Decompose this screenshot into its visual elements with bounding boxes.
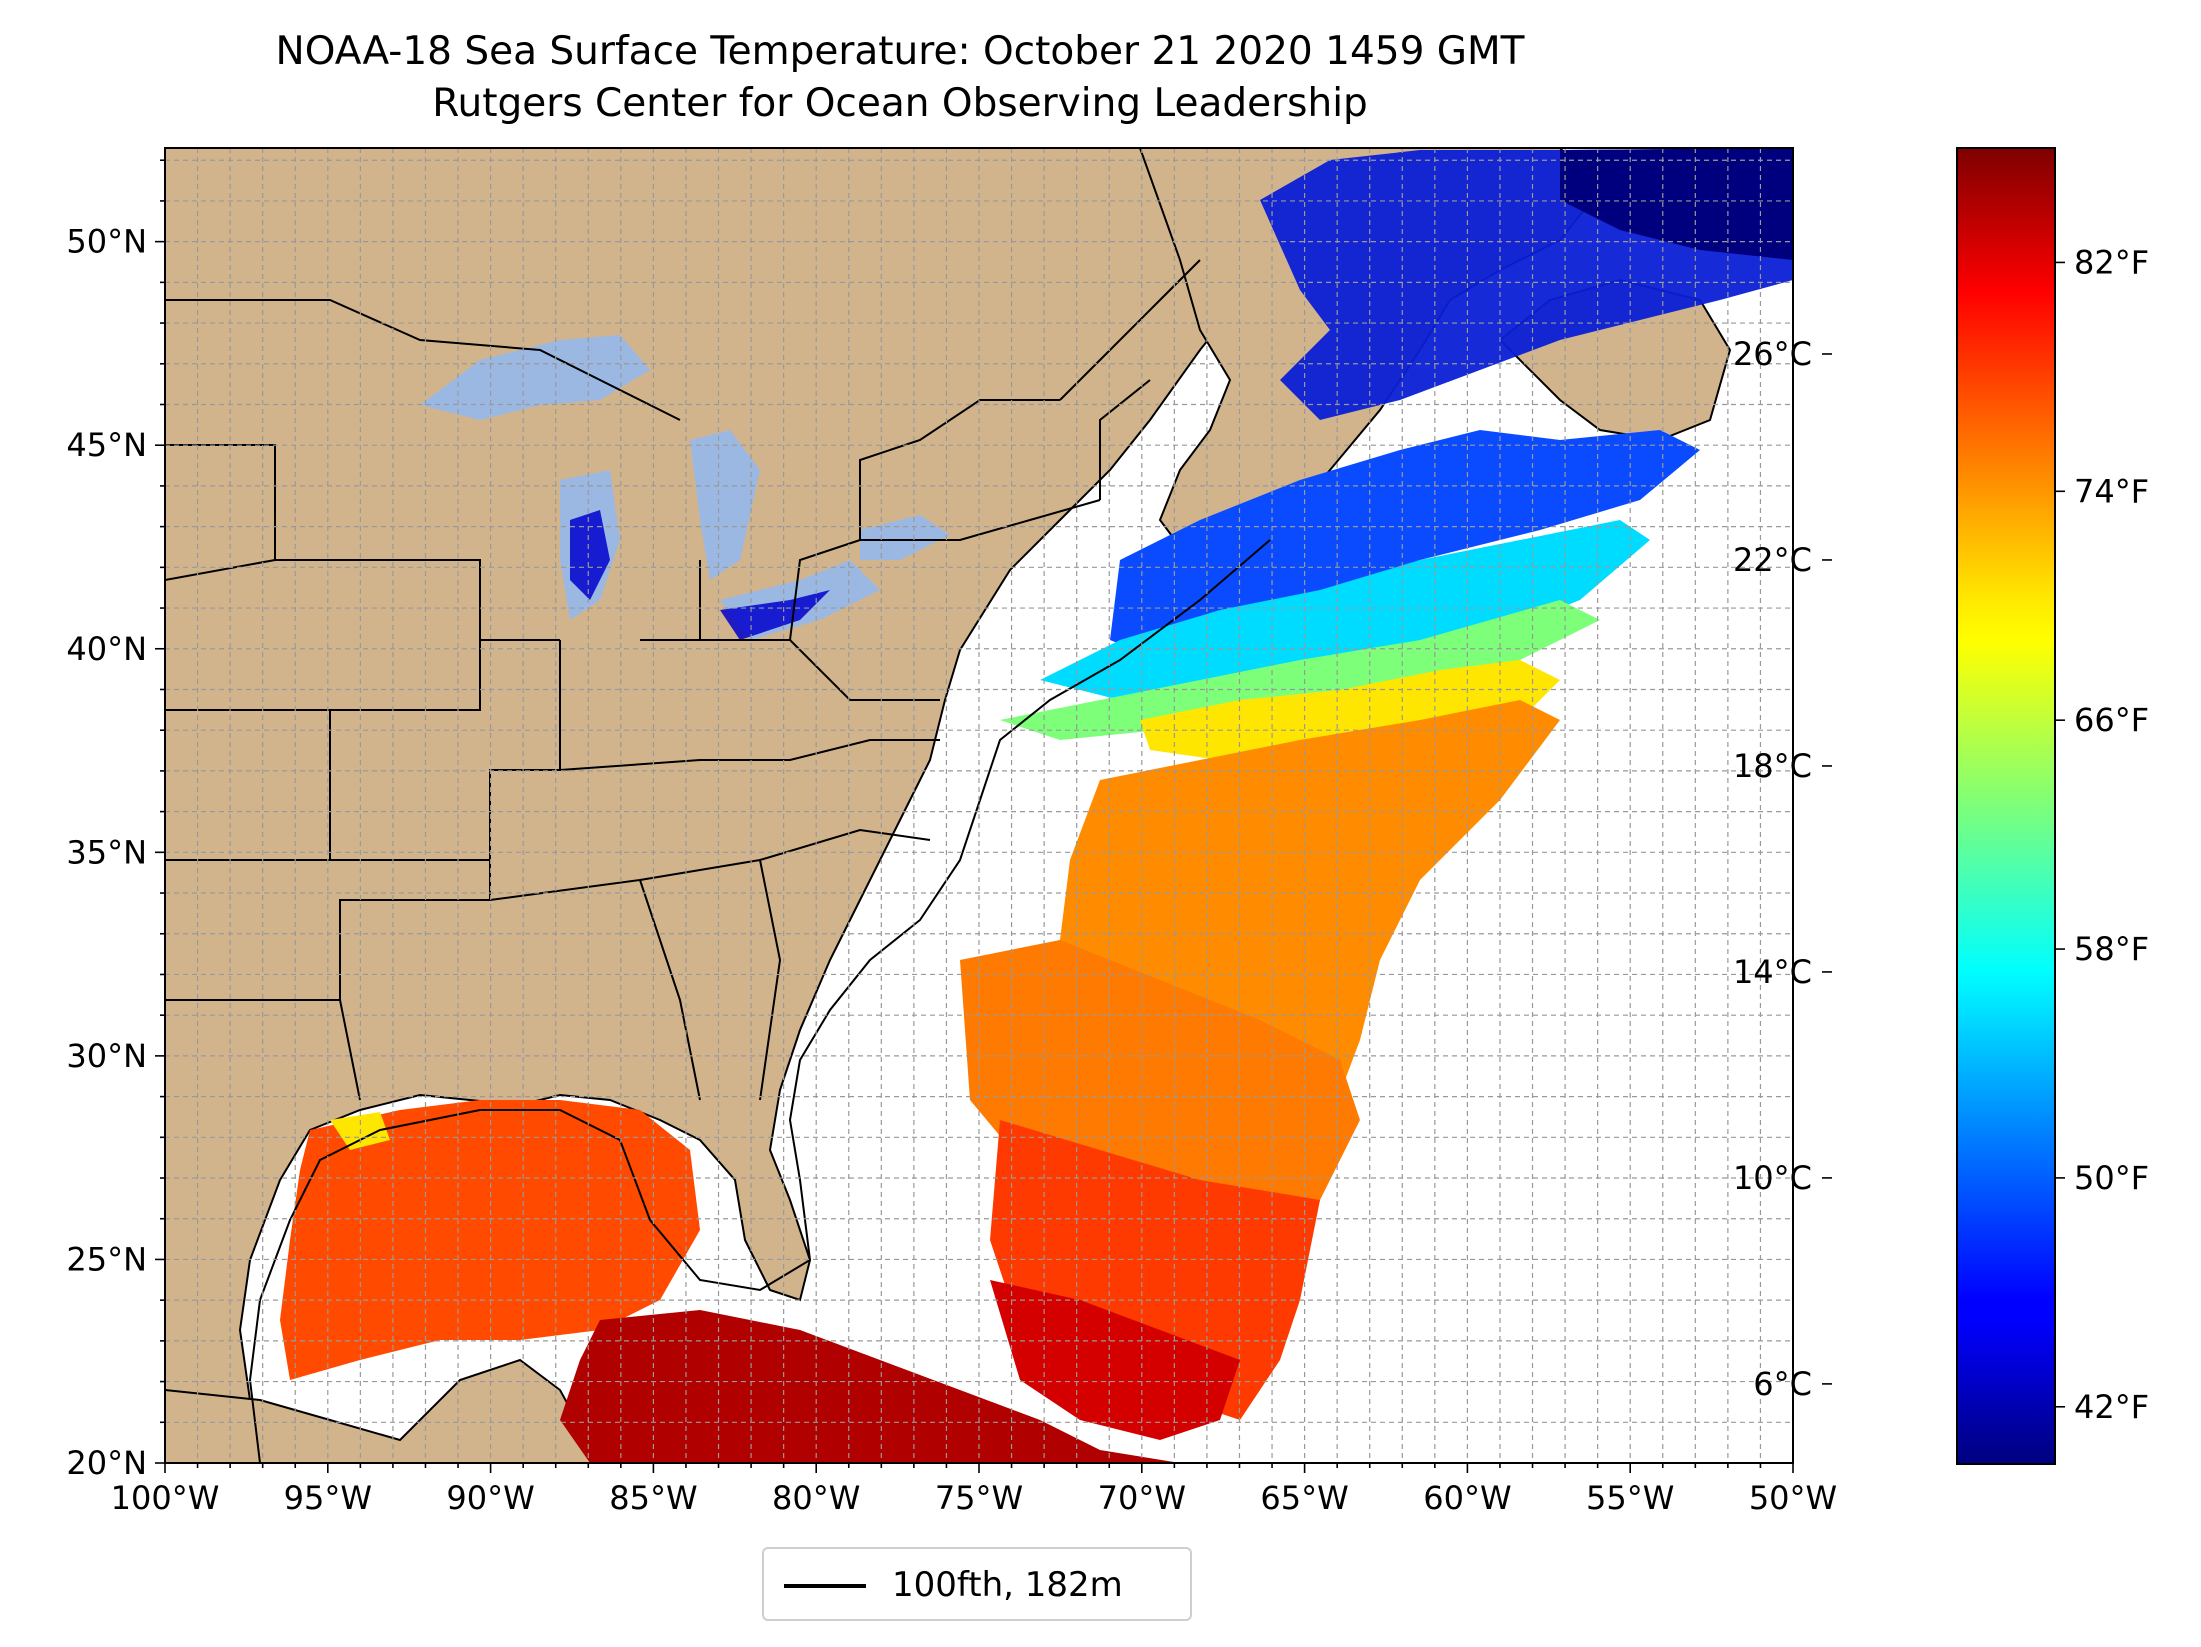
graticule (165, 148, 1793, 1463)
lon-tick-label: 80°W (772, 1479, 860, 1517)
colorbar-f-label: 74°F (2074, 472, 2149, 510)
lat-tick-label: 25°N (66, 1240, 147, 1278)
colorbar-c-label: 6°C (1753, 1365, 1812, 1403)
colorbar-c-label: 26°C (1733, 335, 1812, 373)
lat-tick-label: 35°N (66, 833, 147, 871)
colorbar-c-label: 10°C (1733, 1159, 1812, 1197)
map-subtitle: Rutgers Center for Ocean Observing Leade… (432, 81, 1368, 126)
legend-isobath-line (784, 1584, 866, 1588)
legend-isobath-label: 100fth, 182m (892, 1565, 1123, 1605)
colorbar-f-label: 66°F (2074, 701, 2149, 739)
lat-tick-label: 50°N (66, 223, 147, 261)
lon-tick-label: 95°W (284, 1479, 372, 1517)
colorbar-c-label: 18°C (1733, 747, 1812, 785)
colorbar-f-label: 82°F (2074, 243, 2149, 281)
lon-tick-label: 75°W (935, 1479, 1023, 1517)
lon-tick-label: 70°W (1098, 1479, 1186, 1517)
lon-tick-label: 55°W (1586, 1479, 1674, 1517)
lat-tick-label: 40°N (66, 630, 147, 668)
latitude-axis: 20°N 25°N 30°N 35°N 40°N 45°N 50°N (66, 159, 165, 1482)
lon-tick-label: 90°W (446, 1479, 534, 1517)
colorbar-f-label: 58°F (2074, 930, 2149, 968)
sst-data (280, 148, 1793, 1463)
lon-tick-label: 100°W (111, 1479, 220, 1517)
colorbar-celsius-axis: 26°C 22°C 18°C 14°C 10°C 6°C (1733, 335, 1832, 1403)
longitude-axis: 100°W 95°W 90°W 85°W 80°W 75°W 70°W 65°W 60°W 55°… (111, 1463, 1837, 1517)
lon-tick-label: 85°W (609, 1479, 697, 1517)
colorbar (1956, 147, 2056, 1465)
colorbar-c-label: 22°C (1733, 541, 1812, 579)
colorbar-f-label: 42°F (2074, 1388, 2149, 1426)
legend: 100fth, 182m (762, 1547, 1192, 1621)
lat-tick-label: 20°N (66, 1444, 147, 1482)
lat-tick-label: 30°N (66, 1037, 147, 1075)
isobath-100fth (248, 539, 1271, 1463)
lat-tick-label: 45°N (66, 426, 147, 464)
lon-tick-label: 50°W (1749, 1479, 1837, 1517)
lon-tick-label: 60°W (1423, 1479, 1511, 1517)
cold-lake-pixels (570, 510, 830, 640)
colorbar-c-label: 14°C (1733, 953, 1812, 991)
map-title: NOAA-18 Sea Surface Temperature: October… (275, 29, 1525, 74)
colorbar-fahrenheit-axis: 82°F 74°F 66°F 58°F 50°F 42°F (2055, 243, 2149, 1426)
colorbar-f-label: 50°F (2074, 1159, 2149, 1197)
lon-tick-label: 65°W (1260, 1479, 1348, 1517)
